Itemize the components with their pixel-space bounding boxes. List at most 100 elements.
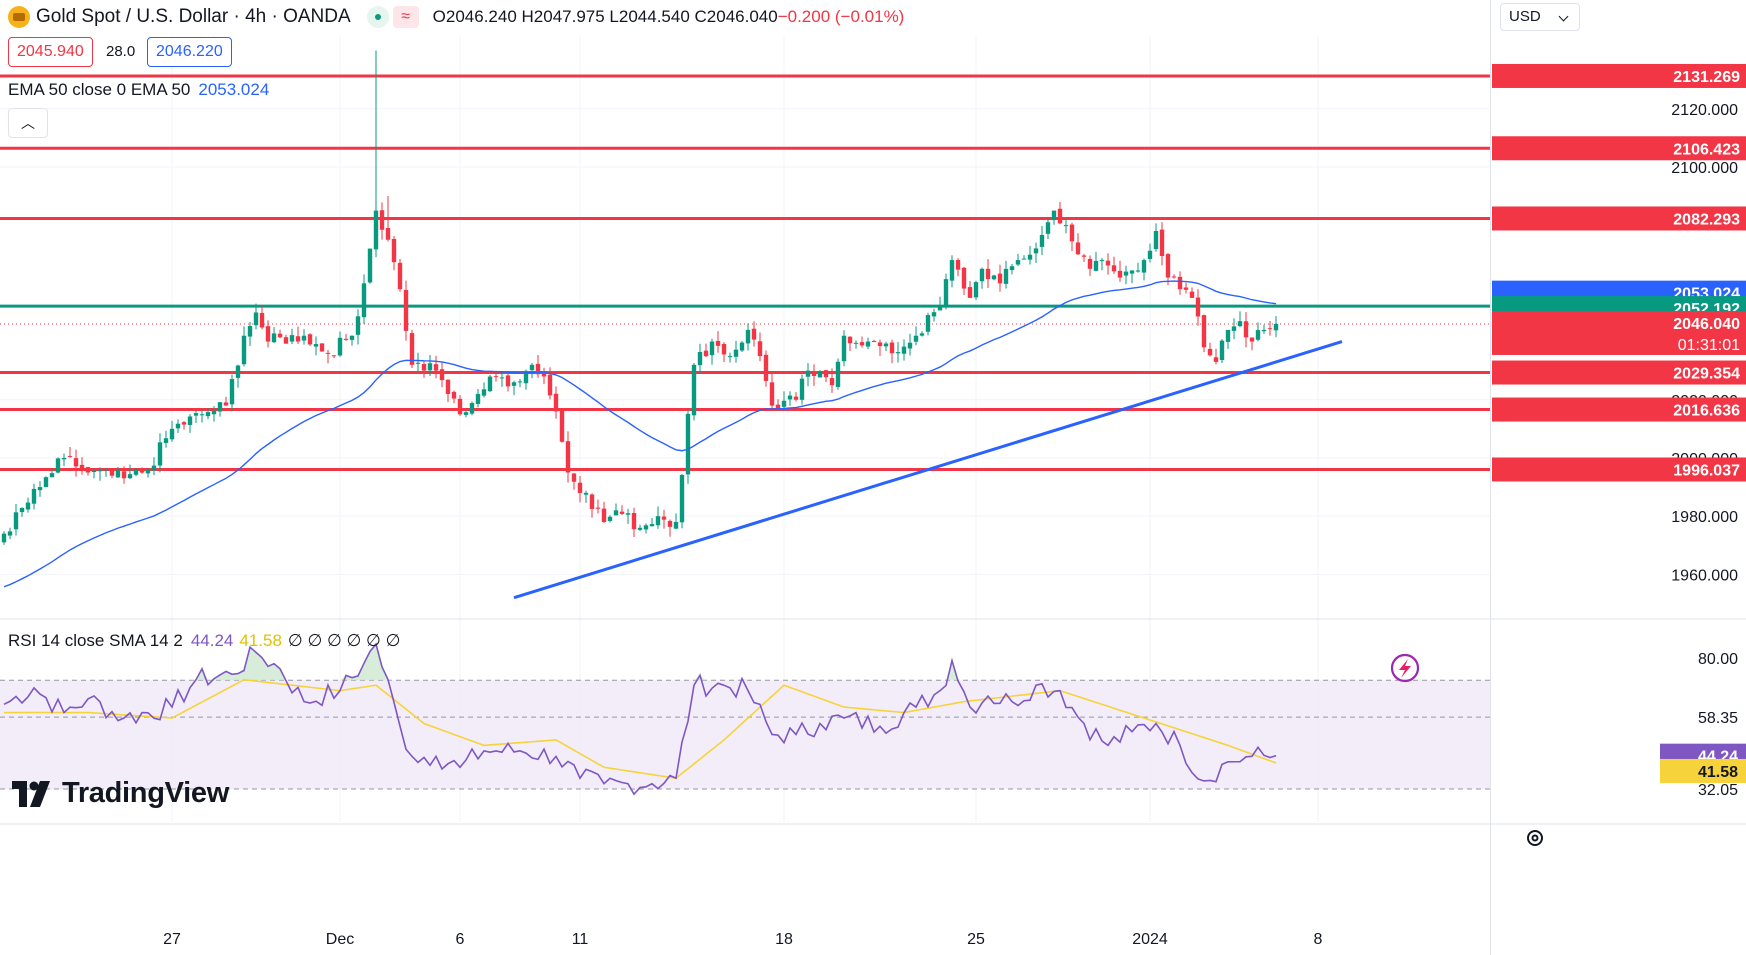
candle-body: [1159, 229, 1165, 257]
time-tick-label: 18: [775, 931, 793, 948]
candle-body: [103, 469, 109, 471]
candle-body: [1225, 329, 1231, 342]
price-change: −0.200 (−0.01%): [777, 7, 905, 26]
candle-body: [1273, 323, 1279, 331]
last-price-tag-bg: [1492, 310, 1746, 355]
tradingview-logo[interactable]: TradingView: [12, 777, 229, 810]
ema-line: [3, 280, 1277, 588]
candle-body: [781, 400, 787, 407]
candle-body: [703, 350, 709, 357]
candle-body: [265, 326, 271, 342]
brand-name: TradingView: [62, 777, 229, 809]
candle-body: [529, 364, 535, 371]
candle-body: [73, 458, 79, 467]
candle-body: [937, 306, 943, 311]
candle-body: [1099, 260, 1105, 262]
rsi-sma-legend-value: 41.58: [239, 631, 282, 650]
candle-body: [169, 428, 175, 440]
candle-body: [325, 352, 331, 354]
candle-body: [109, 468, 115, 476]
candle-body: [1075, 242, 1081, 255]
candle-body: [1021, 258, 1027, 260]
candle-body: [1207, 348, 1213, 356]
last-price-tag: 2046.040: [1673, 316, 1740, 333]
candle-body: [769, 382, 775, 406]
candle-body: [1033, 248, 1039, 254]
candle-body: [31, 488, 37, 504]
candle-body: [793, 396, 799, 400]
candle-body: [199, 414, 205, 416]
candle-body: [949, 260, 955, 281]
rsi-legend-value: 44.24: [190, 631, 234, 650]
chevron-up-icon: ︿: [21, 115, 35, 131]
candle-body: [583, 492, 589, 495]
candle-body: [1261, 329, 1267, 332]
candle-body: [745, 329, 751, 344]
candle-body: [49, 473, 55, 478]
symbol-title[interactable]: Gold Spot / U.S. Dollar · 4h · OANDA: [36, 6, 351, 27]
candle-body: [25, 502, 31, 510]
currency-selector[interactable]: USD: [1500, 3, 1580, 31]
candle-body: [859, 342, 865, 346]
candle-body: [1117, 270, 1123, 278]
settings-gear-icon[interactable]: [1524, 827, 1546, 849]
candle-body: [397, 262, 403, 290]
price-level-tag-bg: [1492, 360, 1746, 385]
rsi-legend-label: RSI 14 close SMA 14 2: [8, 631, 183, 650]
price-level-tag: 1996.037: [1673, 462, 1740, 479]
time-tick-label: 27: [163, 931, 181, 948]
candle-body: [145, 469, 151, 474]
candle-body: [43, 477, 49, 488]
candle-body: [295, 336, 301, 342]
candle-body: [661, 516, 667, 520]
candle-body: [1195, 297, 1201, 317]
rsi-legend[interactable]: RSI 14 close SMA 14 2 44.24 41.58 ∅ ∅ ∅ ∅ ∅…: [8, 631, 400, 651]
sell-price-button[interactable]: 2045.940: [8, 37, 93, 67]
candle-body: [979, 268, 985, 282]
candle-body: [319, 343, 325, 352]
candle-body: [55, 458, 61, 473]
candle-body: [463, 412, 469, 415]
candle-body: [403, 289, 409, 331]
candle-body: [1057, 208, 1063, 224]
ohlc-values: O2046.240 H2047.975 L2044.540 C2046.040: [432, 7, 778, 26]
time-axis[interactable]: 27 Dec 6 11 18 25 2024 8: [163, 931, 1322, 948]
candle-body: [847, 336, 853, 344]
ema-legend-label: EMA 50 close 0 EMA 50: [8, 80, 191, 99]
candle-body: [853, 342, 859, 344]
candle-body: [517, 381, 523, 383]
candle-body: [97, 470, 103, 472]
price-axis[interactable]: 1960.0001980.0002000.0002020.0002100.000…: [1492, 63, 1746, 799]
candle-body: [1129, 270, 1135, 274]
rsi-tick-label: 80.00: [1698, 651, 1738, 668]
candle-body: [625, 513, 631, 515]
ema-legend[interactable]: EMA 50 close 0 EMA 50 2053.024: [8, 80, 269, 100]
waves-icon[interactable]: ≈: [392, 6, 419, 28]
candle-body: [955, 259, 961, 270]
candle-body: [841, 335, 847, 362]
candle-body: [355, 316, 361, 335]
candle-body: [787, 395, 793, 400]
candle-body: [1039, 234, 1045, 247]
collapse-legend-button[interactable]: ︿: [8, 108, 48, 138]
candle-body: [421, 364, 427, 371]
candle-body: [235, 365, 241, 378]
candle-body: [379, 210, 385, 230]
candle-body: [919, 333, 925, 336]
trendline[interactable]: [513, 340, 1343, 600]
candle-body: [589, 494, 595, 509]
tradingview-logo-icon: [12, 780, 50, 807]
candle-body: [367, 248, 373, 283]
candle-body: [157, 442, 163, 466]
candle-body: [205, 412, 211, 417]
buy-price-button[interactable]: 2046.220: [147, 37, 232, 67]
candle-body: [1093, 260, 1099, 271]
candle-body: [967, 287, 973, 298]
candle-body: [835, 361, 841, 387]
candle-body: [1147, 250, 1153, 259]
candle-body: [535, 363, 541, 375]
candle-body: [1189, 291, 1195, 298]
candle-body: [1135, 270, 1141, 272]
lightning-icon[interactable]: [1390, 653, 1420, 683]
